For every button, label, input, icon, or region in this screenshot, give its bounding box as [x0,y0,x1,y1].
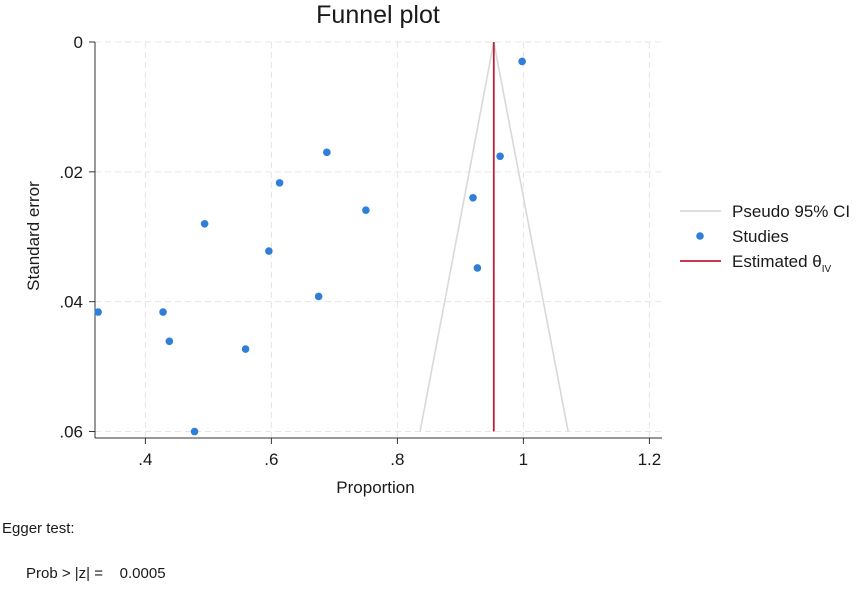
study-point [323,148,331,157]
ci-right-line [493,41,569,432]
ci-left-line [419,41,495,432]
study-point [165,337,174,346]
x-tick-label: .6 [264,450,278,469]
chart-title: Funnel plot [316,1,440,29]
study-point [314,292,323,301]
y-tick-label: .06 [59,423,83,442]
x-tick-label: .4 [138,450,152,469]
study-point [200,219,209,228]
egger-test-label: Prob > |z| = [26,565,103,582]
x-tick-label: .8 [390,450,404,469]
egger-test-title: Egger test: [2,520,75,537]
legend-label: Pseudo 95% CI [732,202,850,221]
study-point [362,206,370,214]
x-tick-label: 1.2 [638,450,662,469]
study-point [469,194,477,202]
y-tick-label: 0 [74,33,83,52]
study-point [473,264,482,272]
x-axis-label: Proportion [336,478,414,497]
x-tick-label: 1 [519,450,528,469]
egger-test-result: Prob > |z| = 0.0005 [26,565,166,582]
study-point [265,247,273,255]
study-point [518,57,526,66]
study-point [159,308,167,316]
legend-dot-swatch [696,232,704,240]
y-tick-label: .04 [59,293,83,312]
legend-label: Studies [732,227,789,246]
legend-label-subscript: IV [822,264,832,275]
study-point [241,345,250,353]
study-point [190,427,199,436]
egger-test-value: 0.0005 [119,565,166,582]
legend-label: Estimated θIV [732,252,832,275]
study-point [94,308,102,316]
study-point [496,152,504,161]
study-point [275,179,284,187]
y-tick-label: .02 [59,163,83,182]
y-axis-label: Standard error [24,181,43,291]
